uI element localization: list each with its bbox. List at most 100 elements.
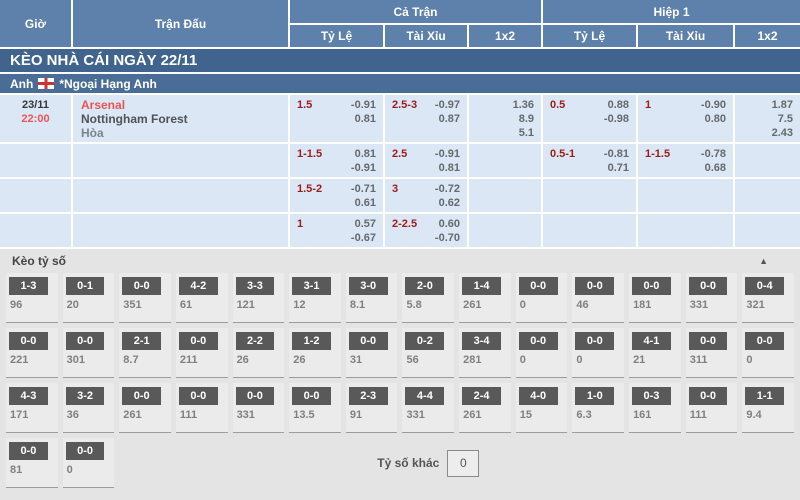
score-label[interactable]: 3-4 [462, 332, 501, 350]
score-cell[interactable]: 0-0 0 [515, 273, 568, 323]
score-label[interactable]: 4-3 [9, 387, 48, 405]
score-label[interactable]: 1-4 [462, 277, 501, 295]
score-label[interactable]: 0-1 [65, 277, 105, 295]
score-cell[interactable]: 3-1 12 [289, 273, 341, 323]
score-label[interactable]: 0-0 [122, 387, 162, 405]
score-label[interactable]: 0-0 [688, 277, 728, 295]
score-cell[interactable]: 2-4 261 [459, 383, 511, 433]
score-label[interactable]: 0-0 [632, 277, 671, 295]
score-label[interactable]: 0-0 [178, 387, 218, 405]
score-cell[interactable]: 0-0 0 [515, 328, 568, 378]
score-cell[interactable]: 0-0 351 [119, 273, 171, 323]
score-cell[interactable]: 0-0 311 [685, 328, 738, 378]
score-label[interactable]: 0-0 [518, 277, 558, 295]
ft-handicap-odds[interactable]: 1-1.5 0.81 -0.91 [290, 144, 383, 177]
score-cell[interactable]: 3-2 36 [62, 383, 115, 433]
score-label[interactable]: 0-2 [405, 332, 445, 350]
score-cell[interactable]: 0-0 331 [232, 383, 285, 433]
ft-overunder-odds[interactable]: 2.5 -0.91 0.81 [385, 144, 467, 177]
score-label[interactable]: 4-4 [405, 387, 445, 405]
score-cell[interactable]: 1-4 261 [459, 273, 511, 323]
score-label[interactable]: 0-0 [9, 442, 48, 460]
score-label[interactable]: 2-2 [235, 332, 275, 350]
match-teams[interactable]: Arsenal Nottingham Forest Hòa [73, 95, 288, 142]
score-label[interactable]: 0-0 [292, 387, 331, 405]
ft-handicap-odds[interactable]: 1 0.57 -0.67 [290, 214, 383, 247]
ft-overunder-odds[interactable]: 2-2.5 0.60 -0.70 [385, 214, 467, 247]
score-cell[interactable]: 0-0 31 [345, 328, 398, 378]
score-label[interactable]: 1-0 [575, 387, 615, 405]
score-cell[interactable]: 2-0 5.8 [402, 273, 455, 323]
score-cell[interactable]: 0-2 56 [402, 328, 455, 378]
score-cell[interactable]: 1-2 26 [289, 328, 341, 378]
score-label[interactable]: 0-4 [745, 277, 785, 295]
score-cell[interactable]: 0-0 0 [742, 328, 794, 378]
score-cell[interactable]: 4-4 331 [402, 383, 455, 433]
ft-1x2-odds[interactable]: 1.36 8.9 5.1 [469, 95, 541, 142]
h1-overunder-odds[interactable]: 1-1.5 -0.78 0.68 [638, 144, 733, 177]
score-cell[interactable]: 0-0 331 [685, 273, 738, 323]
score-label[interactable]: 1-2 [292, 332, 331, 350]
score-label[interactable]: 0-0 [65, 332, 105, 350]
score-label[interactable]: 0-0 [235, 387, 275, 405]
score-cell[interactable]: 0-0 81 [6, 438, 58, 488]
score-cell[interactable]: 0-0 13.5 [289, 383, 341, 433]
ft-handicap-odds[interactable]: 1.5-2 -0.71 0.61 [290, 179, 383, 212]
score-cell[interactable]: 2-3 91 [345, 383, 398, 433]
score-label[interactable]: 2-3 [348, 387, 388, 405]
score-label[interactable]: 1-1 [745, 387, 785, 405]
score-cell[interactable]: 3-3 121 [232, 273, 285, 323]
score-label[interactable]: 0-0 [688, 387, 728, 405]
score-label[interactable]: 2-1 [122, 332, 162, 350]
ft-handicap-odds[interactable]: 1.5 -0.91 0.81 [290, 95, 383, 142]
score-label[interactable]: 4-0 [518, 387, 558, 405]
score-cell[interactable]: 2-1 8.7 [119, 328, 171, 378]
score-label[interactable]: 2-4 [462, 387, 501, 405]
h1-handicap-odds[interactable]: 0.5-1 -0.81 0.71 [543, 144, 636, 177]
other-score-input[interactable] [447, 449, 480, 477]
score-label[interactable]: 0-0 [575, 277, 615, 295]
score-cell[interactable]: 1-0 6.3 [572, 383, 625, 433]
score-cell[interactable]: 0-4 321 [742, 273, 794, 323]
score-cell[interactable]: 0-0 301 [62, 328, 115, 378]
score-label[interactable]: 0-0 [688, 332, 728, 350]
league-row[interactable]: Anh *Ngoại Hạng Anh [0, 74, 800, 93]
score-label[interactable]: 0-0 [348, 332, 388, 350]
score-label[interactable]: 2-0 [405, 277, 445, 295]
score-label[interactable]: 3-3 [235, 277, 275, 295]
score-cell[interactable]: 1-1 9.4 [742, 383, 794, 433]
score-cell[interactable]: 4-1 21 [629, 328, 681, 378]
score-cell[interactable]: 3-4 281 [459, 328, 511, 378]
score-cell[interactable]: 0-0 111 [685, 383, 738, 433]
score-label[interactable]: 0-0 [65, 442, 105, 460]
score-cell[interactable]: 0-3 161 [629, 383, 681, 433]
score-label[interactable]: 0-0 [178, 332, 218, 350]
score-label[interactable]: 3-0 [348, 277, 388, 295]
ft-overunder-odds[interactable]: 3 -0.72 0.62 [385, 179, 467, 212]
score-label[interactable]: 1-3 [9, 277, 48, 295]
home-team[interactable]: Arsenal [81, 98, 126, 112]
score-label[interactable]: 0-0 [575, 332, 615, 350]
score-label[interactable]: 0-0 [745, 332, 785, 350]
score-label[interactable]: 0-3 [632, 387, 671, 405]
score-cell[interactable]: 1-3 96 [6, 273, 58, 323]
score-cell[interactable]: 0-0 0 [572, 328, 625, 378]
score-label[interactable]: 0-0 [518, 332, 558, 350]
chevron-up-icon[interactable]: ▲ [759, 256, 768, 266]
score-cell[interactable]: 0-0 181 [629, 273, 681, 323]
h1-handicap-odds[interactable]: 0.5 0.88 -0.98 [543, 95, 636, 142]
score-cell[interactable]: 0-0 46 [572, 273, 625, 323]
score-label[interactable]: 4-2 [178, 277, 218, 295]
score-cell[interactable]: 0-1 20 [62, 273, 115, 323]
score-label[interactable]: 4-1 [632, 332, 671, 350]
score-cell[interactable]: 2-2 26 [232, 328, 285, 378]
score-cell[interactable]: 0-0 0 [62, 438, 115, 488]
score-cell[interactable]: 4-2 61 [175, 273, 228, 323]
away-team[interactable]: Nottingham Forest [81, 112, 188, 126]
score-cell[interactable]: 0-0 111 [175, 383, 228, 433]
score-label[interactable]: 3-2 [65, 387, 105, 405]
score-cell[interactable]: 0-0 211 [175, 328, 228, 378]
score-cell[interactable]: 3-0 8.1 [345, 273, 398, 323]
h1-overunder-odds[interactable]: 1 -0.90 0.80 [638, 95, 733, 142]
h1-1x2-odds[interactable]: 1.87 7.5 2.43 [735, 95, 800, 142]
